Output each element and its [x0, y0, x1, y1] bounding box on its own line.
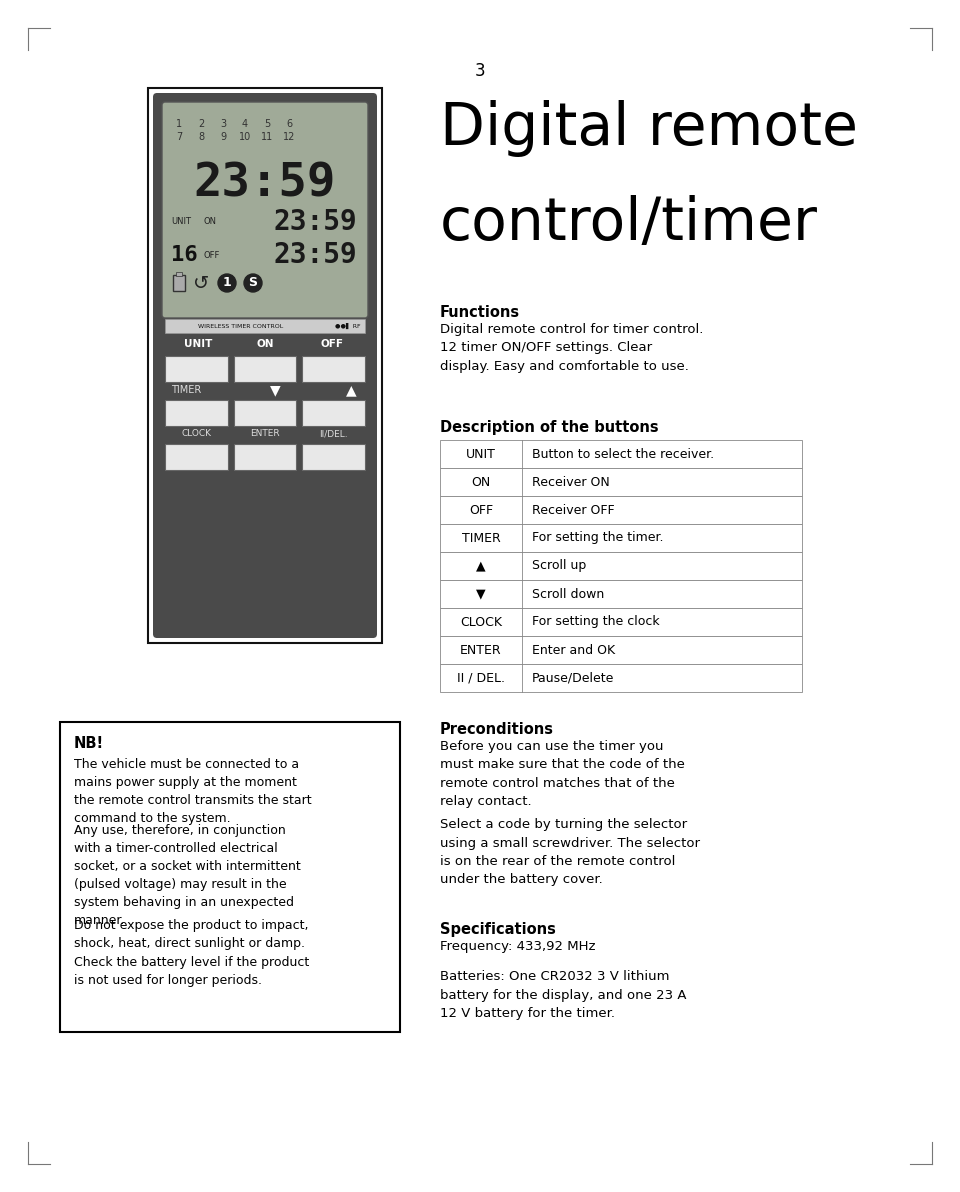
Bar	[440, 552, 802, 581]
Bar	[440, 608, 802, 637]
Text: control/timer: control/timer	[440, 195, 818, 252]
Text: II/DEL.: II/DEL.	[320, 429, 348, 439]
Text: Enter and OK: Enter and OK	[532, 644, 615, 657]
Text: 1: 1	[176, 119, 182, 129]
Text: TIMER: TIMER	[171, 385, 202, 395]
Text: UNIT: UNIT	[184, 339, 212, 349]
Text: UNIT: UNIT	[466, 447, 496, 460]
Text: The vehicle must be connected to a
mains power supply at the moment
the remote c: The vehicle must be connected to a mains…	[74, 758, 312, 825]
Bar	[165, 356, 228, 381]
Text: 6: 6	[286, 119, 292, 129]
Text: Button to select the receiver.: Button to select the receiver.	[532, 447, 714, 460]
Text: ▲: ▲	[347, 383, 357, 397]
Text: ↺: ↺	[193, 273, 209, 292]
Text: Frequency: 433,92 MHz: Frequency: 433,92 MHz	[440, 940, 595, 952]
Text: 23:59: 23:59	[274, 207, 357, 236]
Text: 12: 12	[283, 132, 295, 142]
Text: ▲: ▲	[476, 559, 486, 572]
Bar	[302, 401, 365, 426]
Text: CLOCK: CLOCK	[181, 429, 211, 439]
Text: For setting the clock: For setting the clock	[532, 615, 660, 628]
Text: ENTER: ENTER	[460, 644, 502, 657]
Text: CLOCK: CLOCK	[460, 615, 502, 628]
Text: Receiver ON: Receiver ON	[532, 476, 610, 489]
Bar	[148, 88, 382, 642]
Text: 23:59: 23:59	[194, 161, 336, 206]
Bar	[165, 443, 228, 470]
Bar	[440, 524, 802, 552]
Text: 5: 5	[264, 119, 270, 129]
Bar	[173, 275, 185, 291]
Text: S: S	[249, 277, 257, 290]
Text: Scroll down: Scroll down	[532, 588, 604, 601]
Text: Preconditions: Preconditions	[440, 722, 554, 737]
Text: Digital remote: Digital remote	[440, 100, 858, 157]
Text: 2: 2	[198, 119, 204, 129]
Text: Check the battery level if the product
is not used for longer periods.: Check the battery level if the product i…	[74, 956, 309, 987]
Text: ON: ON	[471, 476, 491, 489]
Text: 3: 3	[220, 119, 226, 129]
Bar	[440, 664, 802, 693]
Bar	[176, 272, 182, 277]
Text: OFF: OFF	[468, 503, 493, 516]
Text: 3: 3	[474, 62, 486, 80]
Bar	[302, 443, 365, 470]
Text: Pause/Delete: Pause/Delete	[532, 671, 614, 684]
Text: ▼: ▼	[476, 588, 486, 601]
Text: II / DEL.: II / DEL.	[457, 671, 505, 684]
Text: 9: 9	[220, 132, 226, 142]
Text: OFF: OFF	[203, 250, 220, 260]
Text: Functions: Functions	[440, 305, 520, 319]
Text: Description of the buttons: Description of the buttons	[440, 420, 659, 435]
Text: ●●▌ RF: ●●▌ RF	[335, 323, 361, 329]
Text: 4: 4	[242, 119, 248, 129]
Bar	[440, 581, 802, 608]
Bar	[440, 496, 802, 524]
Text: WIRELESS TIMER CONTROL: WIRELESS TIMER CONTROL	[199, 323, 283, 329]
Text: Batteries: One CR2032 3 V lithium
battery for the display, and one 23 A
12 V bat: Batteries: One CR2032 3 V lithium batter…	[440, 970, 686, 1020]
Bar	[440, 440, 802, 468]
Bar	[165, 335, 365, 353]
Circle shape	[244, 274, 262, 292]
Text: Do not expose the product to impact,
shock, heat, direct sunlight or damp.: Do not expose the product to impact, sho…	[74, 919, 308, 950]
Text: 1: 1	[223, 277, 231, 290]
FancyBboxPatch shape	[153, 93, 377, 638]
Text: ON: ON	[256, 339, 274, 349]
Text: 10: 10	[239, 132, 252, 142]
Bar	[60, 722, 400, 1032]
Text: NB!: NB!	[74, 735, 104, 751]
Text: ▼: ▼	[270, 383, 280, 397]
Text: Before you can use the timer you
must make sure that the code of the
remote cont: Before you can use the timer you must ma…	[440, 740, 684, 808]
Bar	[233, 356, 297, 381]
Bar	[302, 356, 365, 381]
Bar	[233, 401, 297, 426]
Text: Receiver OFF: Receiver OFF	[532, 503, 614, 516]
Bar	[233, 443, 297, 470]
Text: ON: ON	[203, 217, 216, 226]
Text: Digital remote control for timer control.
12 timer ON/OFF settings. Clear
displa: Digital remote control for timer control…	[440, 323, 704, 373]
Text: For setting the timer.: For setting the timer.	[532, 532, 663, 545]
Text: 23:59: 23:59	[274, 241, 357, 269]
Bar	[165, 319, 365, 333]
Bar	[165, 401, 228, 426]
Text: Any use, therefore, in conjunction
with a timer-controlled electrical
socket, or: Any use, therefore, in conjunction with …	[74, 824, 300, 927]
Text: UNIT: UNIT	[171, 217, 191, 226]
FancyBboxPatch shape	[162, 103, 368, 318]
Text: 8: 8	[198, 132, 204, 142]
Circle shape	[218, 274, 236, 292]
Text: TIMER: TIMER	[462, 532, 500, 545]
Text: Scroll up: Scroll up	[532, 559, 587, 572]
Text: OFF: OFF	[321, 339, 343, 349]
Bar	[440, 637, 802, 664]
Text: ENTER: ENTER	[251, 429, 279, 439]
Text: 7: 7	[176, 132, 182, 142]
Text: Specifications: Specifications	[440, 921, 556, 937]
Bar	[440, 468, 802, 496]
Text: 16: 16	[171, 246, 198, 265]
Text: Select a code by turning the selector
using a small screwdriver. The selector
is: Select a code by turning the selector us…	[440, 818, 700, 887]
Text: 11: 11	[261, 132, 274, 142]
